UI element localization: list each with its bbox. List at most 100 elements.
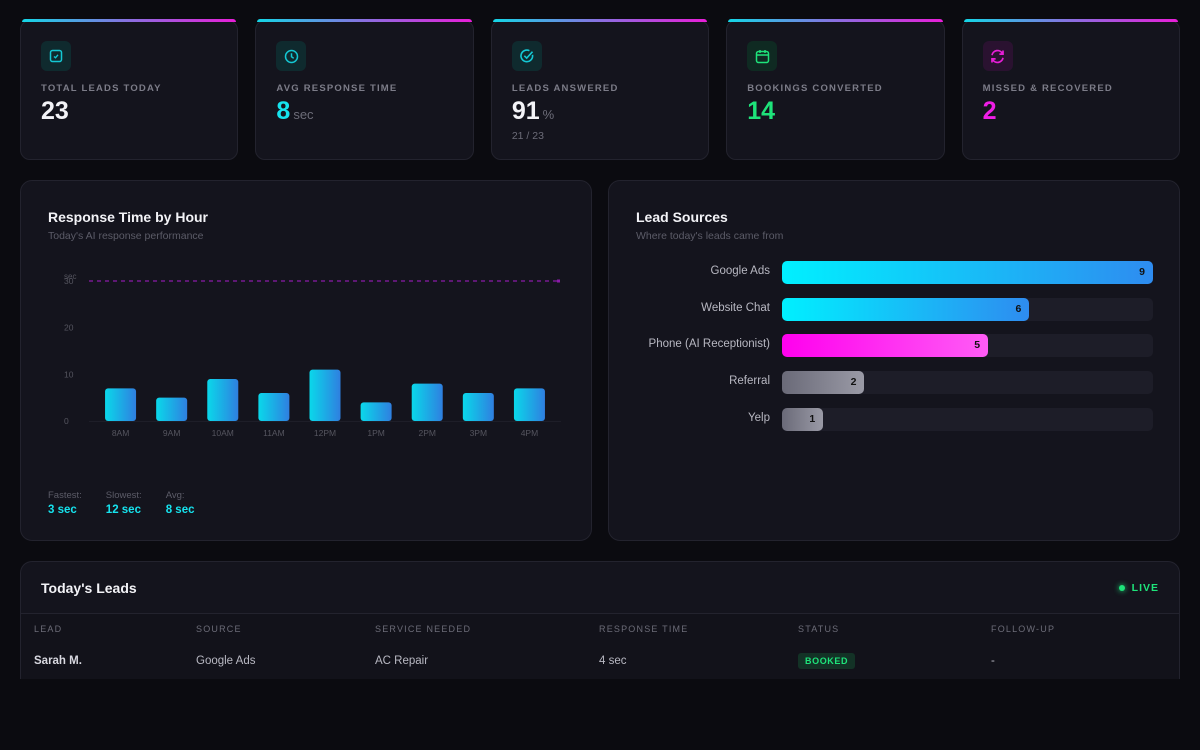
y-axis-unit-label: sec: [64, 272, 76, 281]
kpi-row: TOTAL LEADS TODAY 23 AVG RESPONSE TIME 8…: [20, 19, 1181, 160]
kpi-label: MISSED & RECOVERED: [982, 83, 1113, 94]
source-row-google-ads: Google Ads 9: [609, 261, 1181, 284]
source-label: Google Ads: [710, 265, 770, 277]
leads-header: Today's Leads LIVE: [21, 562, 1179, 614]
kpi-card-avg-response-time: AVG RESPONSE TIME 8 sec: [255, 19, 474, 160]
panel-title: Response Time by Hour: [48, 209, 209, 225]
kpi-label: LEADS ANSWERED: [511, 83, 619, 94]
source-bar-track: 9: [782, 261, 1153, 284]
source-value: 1: [809, 412, 816, 425]
kpi-value: 23: [41, 97, 217, 126]
response-time-panel: 0 10 20 30 sec 8AM 9AM 10AM 11AM 12PM 1PM 2PM 3PM 4PM…: [20, 180, 592, 541]
stat-label: Fastest:: [48, 490, 82, 501]
source-value: 6: [1015, 302, 1022, 315]
stat-label: Avg:: [165, 490, 185, 501]
y-tick-label: 20: [64, 323, 74, 333]
x-tick-label: 3PM: [470, 428, 487, 438]
lead-sources-panel: Lead Sources Where today's leads came fr…: [608, 180, 1180, 541]
kpi-card-leads-answered: LEADS ANSWERED 91% 21 / 23: [490, 19, 710, 160]
source-bar-track: 6: [782, 297, 1153, 321]
stat-slowest: Slowest: 12 sec: [106, 490, 142, 516]
live-indicator: LIVE: [1118, 581, 1159, 594]
checkbox-icon: [41, 41, 71, 71]
source-label: Phone (AI Receptionist): [648, 338, 770, 351]
panel-title: Today's Leads: [41, 579, 137, 596]
todays-leads-panel: Today's Leads LIVE LEAD SOURCE SERVICE N…: [20, 561, 1180, 679]
column-header-service[interactable]: SERVICE NEEDED: [375, 624, 472, 634]
lead-response-time: 4 sec: [599, 655, 627, 667]
kpi-value: 8 sec: [276, 97, 452, 126]
source-label: Yelp: [748, 411, 770, 424]
column-header-lead[interactable]: LEAD: [34, 624, 63, 634]
kpi-label: TOTAL LEADS TODAY: [41, 83, 162, 94]
x-tick-label: 8AM: [112, 428, 129, 438]
x-tick-label: 12PM: [314, 428, 336, 438]
bar-8am: [105, 388, 137, 421]
kpi-card-missed-recovered: MISSED & RECOVERED 2: [961, 19, 1181, 160]
lead-source: Google Ads: [196, 655, 256, 667]
stat-value: 8 sec: [165, 504, 195, 516]
x-tick-label: 11AM: [263, 428, 285, 438]
kpi-number: 14: [747, 97, 776, 125]
target-line-end: [557, 279, 560, 283]
y-tick-label: 30: [64, 276, 74, 286]
kpi-number: 2: [982, 97, 997, 125]
clock-icon: [276, 41, 307, 71]
source-bar: 2: [782, 371, 865, 395]
bar-11am: [258, 393, 290, 421]
bar-4pm: [513, 388, 545, 421]
source-bar-track: 2: [782, 371, 1153, 395]
column-header-response-time[interactable]: RESPONSE TIME: [599, 624, 689, 634]
table-row[interactable]: Sarah M. Google Ads AC Repair 4 sec BOOK…: [21, 643, 1179, 679]
source-row-referral: Referral 2: [609, 371, 1181, 395]
live-label: LIVE: [1131, 581, 1159, 594]
x-tick-label: 2PM: [418, 428, 435, 438]
source-label: Website Chat: [701, 301, 770, 314]
stat-label: Slowest:: [105, 490, 142, 501]
bar-12pm: [309, 369, 341, 421]
y-tick-label: 0: [64, 416, 69, 426]
kpi-label: AVG RESPONSE TIME: [276, 83, 398, 94]
column-header-status[interactable]: STATUS: [798, 624, 840, 634]
stat-value: 3 sec: [48, 504, 77, 516]
source-bar: 5: [782, 334, 989, 358]
stat-avg: Avg: 8 sec: [166, 490, 195, 516]
stat-fastest: Fastest: 3 sec: [48, 490, 82, 516]
source-value: 9: [1139, 266, 1145, 278]
calendar-icon: [747, 41, 778, 71]
kpi-card-total-leads-today: TOTAL LEADS TODAY 23: [20, 19, 239, 160]
source-bar: 1: [782, 407, 824, 431]
source-value: 5: [974, 339, 981, 352]
bar-10am: [207, 379, 239, 421]
source-bar: 6: [782, 297, 1030, 321]
source-row-yelp: Yelp 1: [609, 407, 1181, 431]
column-header-source[interactable]: SOURCE: [196, 624, 242, 634]
x-tick-label: 10AM: [212, 428, 234, 438]
panel-subtitle: Today's AI response performance: [48, 230, 204, 242]
x-tick-label: 9AM: [163, 428, 180, 438]
kpi-number: 91: [511, 97, 540, 125]
kpi-value: 14: [747, 97, 923, 126]
table-header-row: LEAD SOURCE SERVICE NEEDED RESPONSE TIME…: [21, 614, 1179, 643]
lead-service: AC Repair: [375, 655, 429, 667]
source-row-website-chat: Website Chat 6: [609, 297, 1181, 321]
stat-value: 12 sec: [105, 504, 141, 516]
response-stats: Fastest: 3 sec Slowest: 12 sec Avg: 8 se…: [48, 490, 218, 516]
kpi-value: 2: [982, 97, 1159, 126]
bar-3pm: [462, 393, 494, 421]
kpi-card-bookings-converted: BOOKINGS CONVERTED 14: [726, 19, 945, 160]
kpi-label: BOOKINGS CONVERTED: [747, 83, 883, 94]
source-bar-track: 1: [782, 407, 1153, 431]
live-dot-icon: [1118, 584, 1125, 591]
lead-name: Sarah M.: [34, 655, 82, 667]
kpi-subtext: 21 / 23: [511, 129, 544, 142]
panel-title: Lead Sources: [636, 209, 728, 225]
bar-2pm: [411, 383, 443, 421]
source-value: 2: [850, 376, 857, 389]
x-tick-label: 4PM: [521, 428, 538, 438]
kpi-number: 23: [41, 97, 69, 125]
kpi-value: 91%: [511, 97, 688, 126]
panel-subtitle: Where today's leads came from: [636, 230, 784, 242]
column-header-follow-up[interactable]: FOLLOW-UP: [991, 624, 1056, 634]
